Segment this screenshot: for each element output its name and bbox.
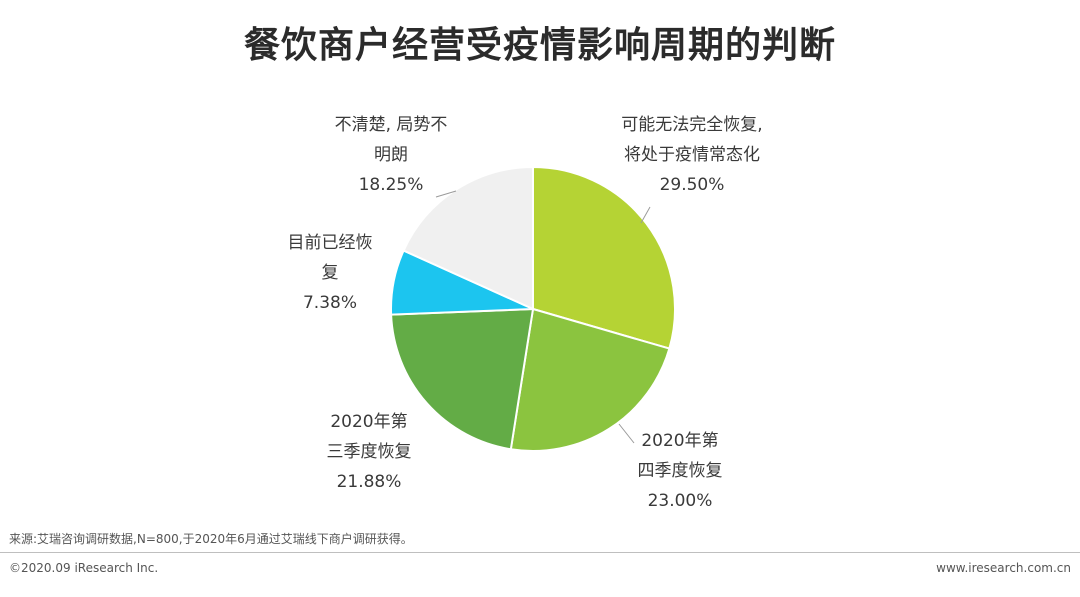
slice-category-label-4: 复 (322, 263, 339, 283)
leader-line-2 (618, 423, 635, 444)
website-url: www.iresearch.com.cn (936, 561, 1071, 575)
source-note: 来源:艾瑞咨询调研数据,N=800,于2020年6月通过艾瑞线下商户调研获得。 (9, 532, 413, 546)
slice-category-label-3: 三季度恢复 (327, 442, 412, 462)
pie-slice-3 (390, 307, 535, 451)
slice-value-label-1: 29.50% (660, 175, 725, 195)
pie-slice-1 (532, 165, 676, 350)
leader-line-5 (435, 190, 457, 198)
slice-value-label-5: 18.25% (359, 175, 424, 195)
slice-category-label-1: 将处于疫情常态化 (624, 145, 760, 165)
pie-slice-2 (509, 307, 671, 452)
slice-labels: 可能无法完全恢复,将处于疫情常态化29.50%2020年第四季度恢复23.00%… (288, 115, 763, 511)
slice-category-label-1: 可能无法完全恢复, (621, 115, 762, 135)
leader-lines (435, 190, 651, 444)
slice-category-label-5: 明朗 (374, 145, 408, 165)
slice-category-label-4: 目前已经恢 (288, 233, 373, 253)
slice-category-label-2: 四季度恢复 (638, 461, 723, 481)
slice-category-label-5: 不清楚, 局势不 (335, 115, 448, 135)
slice-category-label-2: 2020年第 (641, 431, 718, 451)
slice-value-label-2: 23.00% (648, 491, 713, 511)
footer-divider (0, 552, 1080, 553)
slice-value-label-3: 21.88% (337, 472, 402, 492)
pie-slices (390, 165, 676, 452)
chart-title: 餐饮商户经营受疫情影响周期的判断 (243, 25, 836, 66)
slice-category-label-3: 2020年第 (330, 412, 407, 432)
leader-line-1 (640, 206, 651, 224)
pie-slice-5 (402, 165, 534, 311)
copyright: ©2020.09 iResearch Inc. (9, 561, 159, 575)
slice-value-label-4: 7.38% (303, 293, 357, 313)
